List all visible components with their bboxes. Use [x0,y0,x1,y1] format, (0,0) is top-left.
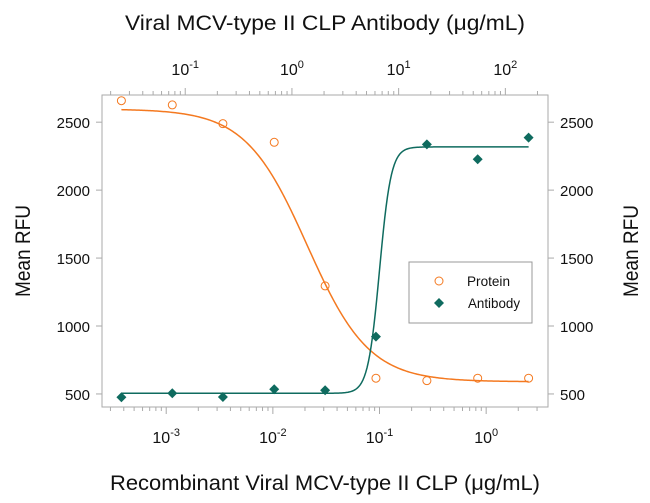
x-top-tick-label: 100 [280,59,304,79]
data-point-protein [116,96,126,106]
x-axis-title: Recombinant Viral MCV-type II CLP (μg/mL… [110,472,540,495]
data-point-protein [269,137,279,147]
x-top-tick-label: 101 [387,59,411,79]
data-point-protein [473,373,483,383]
fit-curve-protein [121,108,529,383]
y-tick-label-right: 1000 [560,319,593,336]
data-point-antibody [523,132,534,143]
data-point-antibody [472,154,483,165]
x-top-tick-label: 102 [493,59,517,79]
data-point-protein [320,281,330,291]
x-bottom-tick-label: 100 [474,427,498,447]
top-axis-title: Viral MCV-type II CLP Antibody (μg/mL) [125,12,525,35]
y-tick-label-right: 500 [560,387,585,404]
y-tick-label-left: 500 [65,387,90,404]
data-point-antibody [269,384,280,395]
axes: 500 500 1000 1000 1500 1500 2000 2000 2500 2500 10… [57,59,594,447]
data-point-protein [218,119,228,129]
legend-marker-antibody [434,298,444,308]
data-point-antibody [217,391,228,402]
y-tick-label-right: 1500 [560,251,593,268]
x-top-tick-label: 10-1 [171,59,199,79]
y-tick-label-left: 2000 [57,183,90,200]
data-point-protein [422,376,432,386]
legend-label-antibody: Antibody [468,295,520,311]
data-point-antibody [421,139,432,150]
fit-curves [121,108,529,395]
y-tick-label-right: 2500 [560,115,593,132]
data-point-antibody [167,388,178,399]
legend: Protein Antibody [408,261,533,324]
x-bottom-tick-label: 10-1 [366,427,394,447]
y-tick-label-left: 2500 [57,115,90,132]
data-point-antibody [370,331,381,342]
legend-label-protein: Protein [467,273,510,289]
data-point-antibody [320,385,331,396]
x-bottom-tick-label: 10-2 [259,427,287,447]
data-point-antibody [116,392,127,403]
data-point-protein [371,373,381,383]
data-point-protein [167,100,177,110]
data-points [116,96,534,403]
y-tick-label-right: 2000 [560,183,593,200]
y-axis-title-left: Mean RFU [12,205,35,297]
legend-box [408,261,533,324]
plot-frame [101,94,549,408]
x-bottom-tick-label: 10-3 [152,427,180,447]
y-tick-label-left: 1500 [57,251,90,268]
data-point-protein [524,373,534,383]
legend-marker-protein [434,276,444,286]
y-axis-title-right: Mean RFU [620,205,643,297]
y-tick-label-left: 1000 [57,319,90,336]
